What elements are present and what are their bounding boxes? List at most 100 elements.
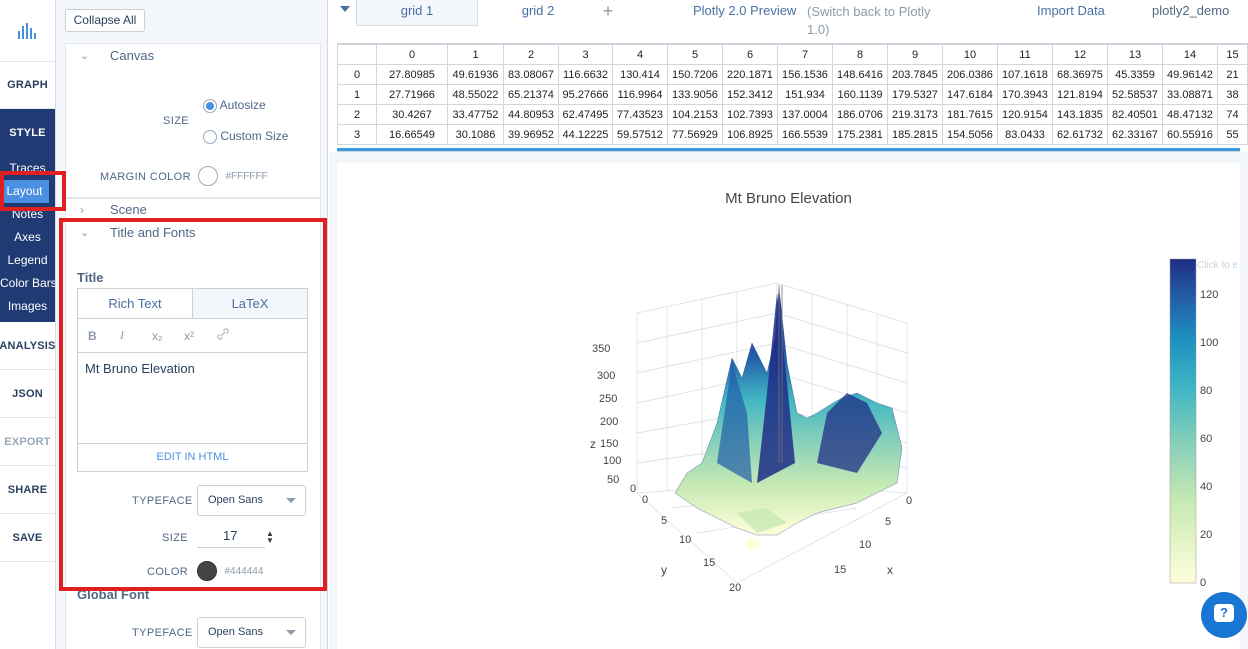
grid-cell[interactable]: 62.61732 [1052,124,1108,145]
grid-splitter[interactable] [337,148,1240,151]
grid-cell[interactable]: 150.7206 [667,64,723,85]
nav-save[interactable]: SAVE [0,514,55,562]
grid-cell[interactable]: 16.66549 [376,124,448,145]
grid-column-header[interactable]: 11 [997,44,1053,65]
bold-button[interactable]: B [88,328,97,343]
grid-cell[interactable]: 82.40501 [1107,104,1163,125]
autosize-radio[interactable] [203,98,217,113]
nav-notes[interactable]: Notes [11,207,44,221]
nav-images[interactable]: Images [7,299,48,313]
user-menu[interactable]: plotly2_demo [1152,3,1230,18]
grid-cell[interactable]: 74 [1217,104,1248,125]
title-size-input[interactable]: 17 [197,528,265,548]
grid-cell[interactable]: 185.2815 [887,124,943,145]
grid-column-header[interactable]: 0 [376,44,448,65]
grid-cell[interactable]: 170.3943 [997,84,1053,105]
grid-column-header[interactable]: 3 [558,44,613,65]
link-icon[interactable] [216,327,248,344]
grid-cell[interactable]: 55 [1217,124,1248,145]
x-axis-label[interactable]: x [887,563,893,577]
grid-cell[interactable]: 83.0433 [997,124,1053,145]
grid-cell[interactable]: 220.1871 [722,64,778,85]
grid-cell[interactable]: 77.43523 [612,104,668,125]
grid-cell[interactable]: 151.934 [777,84,833,105]
size-stepper-icon[interactable]: ▲ ▼ [266,529,274,545]
title-text-area[interactable]: Mt Bruno Elevation [85,361,195,376]
grid-column-header[interactable]: 2 [503,44,559,65]
grid-cell[interactable]: 133.9056 [667,84,723,105]
grid-cell[interactable]: 30.1086 [447,124,504,145]
grid-cell[interactable]: 65.21374 [503,84,559,105]
global-typeface-dropdown[interactable]: Open Sans [197,617,306,648]
custom-size-option[interactable]: Custom Size [203,129,288,144]
y-axis-label[interactable]: y [661,563,667,577]
grid-cell[interactable]: 83.08067 [503,64,559,85]
grid-column-header[interactable]: 13 [1107,44,1163,65]
nav-legend[interactable]: Legend [7,253,48,267]
grid-cell[interactable]: 156.1536 [777,64,833,85]
grid-cell[interactable]: 137.0004 [777,104,833,125]
title-fonts-fold-header[interactable]: ⌄ Title and Fonts [66,221,320,245]
subscript-button[interactable]: x₂ [152,328,163,343]
grid-cell[interactable]: 116.9964 [612,84,668,105]
grid-column-header[interactable]: 7 [777,44,833,65]
plotly-preview-link[interactable]: Plotly 2.0 Preview [693,3,797,18]
tab-grid-2[interactable]: grid 2 [521,3,555,18]
scene-fold-header[interactable]: › Scene [66,199,320,221]
grid-cell[interactable]: 219.3173 [887,104,943,125]
nav-traces[interactable]: Traces [9,161,46,175]
grid-column-header[interactable]: 10 [942,44,998,65]
grid-cell[interactable]: 102.7393 [722,104,778,125]
grid-cell[interactable]: 49.61936 [447,64,504,85]
title-typeface-dropdown[interactable]: Open Sans [197,485,306,516]
custom-size-radio[interactable] [203,129,217,144]
edit-in-html-link[interactable]: EDIT IN HTML [78,443,307,471]
grid-cell[interactable]: 130.414 [612,64,668,85]
autosize-option[interactable]: Autosize [203,98,266,113]
grid-cell[interactable]: 116.6632 [558,64,613,85]
grid-cell[interactable]: 95.27666 [558,84,613,105]
grid-cell[interactable]: 206.0386 [942,64,998,85]
grid-cell[interactable]: 30.4267 [376,104,448,125]
grid-row-index[interactable]: 1 [337,84,377,105]
grid-cell[interactable]: 48.47132 [1162,104,1218,125]
grid-cell[interactable]: 44.12225 [558,124,613,145]
grid-column-header[interactable]: 12 [1052,44,1108,65]
grid-cell[interactable]: 52.58537 [1107,84,1163,105]
add-grid-button[interactable]: + [602,1,614,21]
nav-layout[interactable]: Layout [0,180,49,203]
grid-cell[interactable]: 120.9154 [997,104,1053,125]
nav-axes[interactable]: Axes [14,230,41,244]
grid-cell[interactable]: 62.47495 [558,104,613,125]
import-data-link[interactable]: Import Data [1037,3,1105,18]
grid-cell[interactable]: 39.96952 [503,124,559,145]
grid-column-header[interactable]: 14 [1162,44,1218,65]
grid-cell[interactable]: 38 [1217,84,1248,105]
nav-graph[interactable]: GRAPH [0,62,55,109]
surface-3d-plot[interactable] [337,163,1240,649]
grid-cell[interactable]: 49.96142 [1162,64,1218,85]
grid-cell[interactable]: 175.2381 [832,124,888,145]
grid-cell[interactable]: 154.5056 [942,124,998,145]
grid-cell[interactable]: 147.6184 [942,84,998,105]
tab-rich-text[interactable]: Rich Text [108,296,162,311]
tab-grid-1[interactable]: grid 1 [356,0,478,26]
grid-column-header[interactable]: 15 [1217,44,1248,65]
colorbar-title-placeholder[interactable]: Click to enter [1197,260,1237,271]
grid-cell[interactable]: 60.55916 [1162,124,1218,145]
collapse-all-button[interactable]: Collapse All [65,9,145,32]
grid-cell[interactable]: 44.80953 [503,104,559,125]
switch-back-link[interactable]: (Switch back to Plotly 1.0) [807,4,931,37]
tab-latex[interactable]: LaTeX [192,289,307,318]
grid-cell[interactable]: 166.5539 [777,124,833,145]
margin-color-picker[interactable]: #FFFFFF [198,166,268,186]
nav-analysis[interactable]: ANALYSIS [0,322,55,370]
grid-cell[interactable]: 21 [1217,64,1248,85]
grid-cell[interactable]: 181.7615 [942,104,998,125]
grid-cell[interactable]: 33.47752 [447,104,504,125]
grid-cell[interactable]: 27.71966 [376,84,448,105]
grid-cell[interactable]: 48.55022 [447,84,504,105]
grid-cell[interactable]: 143.1835 [1052,104,1108,125]
superscript-button[interactable]: x² [184,328,194,343]
grid-row-index[interactable]: 0 [337,64,377,85]
